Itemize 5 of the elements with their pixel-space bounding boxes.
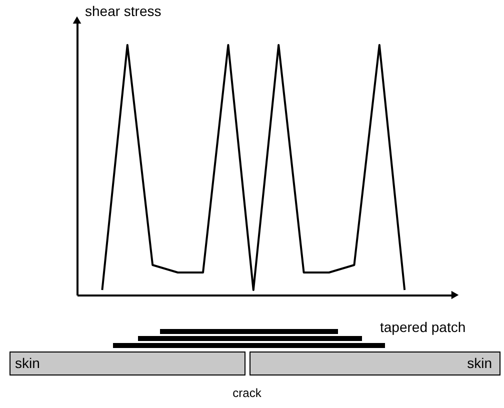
- text: skin: [15, 355, 40, 371]
- text: tapered patch: [380, 319, 466, 335]
- text: crack: [232, 386, 262, 400]
- text: skin: [467, 355, 492, 371]
- y-axis-title: shear stress: [85, 3, 162, 19]
